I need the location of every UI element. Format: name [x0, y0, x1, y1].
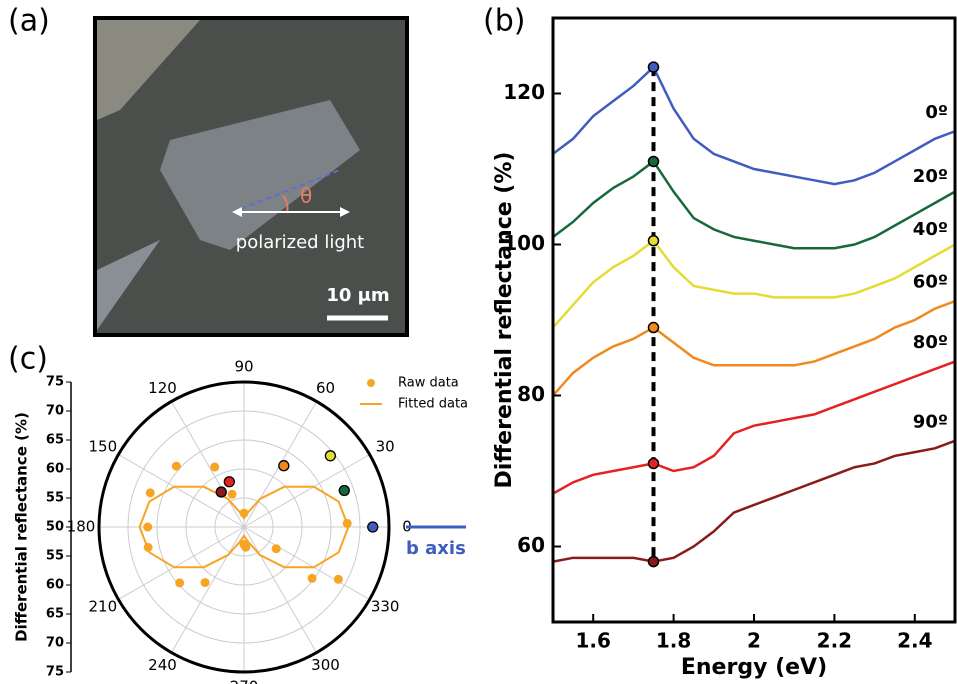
highlight-point [338, 484, 350, 497]
theta-tick-label: 60 [316, 379, 335, 397]
peak-marker [647, 321, 660, 334]
y-tick-label: 60 [517, 533, 545, 557]
theta-tick-label: 210 [89, 598, 118, 616]
spectrum-line [552, 439, 956, 563]
r-tick-label: 60 [46, 462, 64, 477]
theta-tick-label: 150 [89, 438, 118, 456]
spoke-grid [171, 401, 245, 528]
highlight-point [278, 460, 290, 472]
spectrum-line [552, 159, 956, 250]
fitted-curve [138, 485, 350, 569]
r-tick-label: 65 [46, 607, 64, 622]
b-axis-label: b axis [406, 538, 466, 559]
spoke-grid [243, 526, 370, 600]
spectrum-line [552, 299, 956, 397]
theta-tick-label: 30 [376, 438, 395, 456]
theta-tick-label: 240 [148, 656, 177, 674]
raw-point [171, 461, 181, 471]
peak-marker [647, 155, 660, 168]
arrow-head [232, 207, 242, 217]
r-tick-label: 65 [46, 433, 64, 448]
raw-point [175, 578, 185, 588]
polar-chart: 50 55 55 60 60 65 65 70 70 75 75 Differential refle… [13, 358, 469, 684]
raw-point [143, 522, 153, 532]
legend-label: 40º [913, 219, 948, 240]
r-tick-label: 55 [46, 491, 64, 506]
theta-tick-label: 90 [234, 358, 253, 376]
raw-point [307, 573, 317, 583]
r-axis-title: Differential reflectance (%) [13, 412, 31, 642]
scale-label: 10 μm [326, 285, 389, 306]
r-tick-label: 70 [46, 404, 64, 419]
legend-label: 90º [913, 411, 948, 432]
line-chart: 0º 20º 40º 60º 80º 90º 60 80 100 120 1.6 1.8 2 2.2 2.4… [492, 16, 957, 680]
highlight-point [215, 486, 227, 498]
highlight-point [324, 450, 337, 462]
r-tick-label: 75 [46, 375, 64, 390]
raw-point [333, 574, 343, 584]
r-tick-label: 60 [46, 578, 64, 593]
raw-point [145, 488, 155, 498]
spoke-grid [243, 454, 370, 528]
x-tick-label: 2.2 [817, 629, 852, 653]
legend-label: 0º [925, 102, 948, 123]
y-axis-title: Differential reflectance (%) [492, 152, 517, 489]
spectrum-line [552, 64, 956, 186]
r-tick-label: 70 [46, 636, 64, 651]
y-tick-label: 120 [503, 80, 545, 104]
spoke-grid [171, 526, 245, 653]
x-tick-label: 2 [747, 629, 761, 653]
spectrum-line [552, 238, 956, 329]
y-tick-label: 100 [503, 231, 545, 255]
theta-tick-label: 270 [230, 678, 259, 684]
micrograph: θ polarized light 10 μm [93, 16, 409, 337]
highlight-point [367, 521, 379, 533]
legend-label: Raw data [398, 376, 459, 391]
polar-frame [97, 380, 391, 674]
spectrum-line [552, 360, 956, 495]
annotation: polarized light [236, 232, 364, 253]
angle-label: θ [300, 184, 312, 208]
raw-point [210, 462, 220, 472]
theta-tick-label: 330 [371, 598, 400, 616]
peak-marker [647, 61, 660, 73]
spoke-grid [118, 454, 245, 528]
x-tick-label: 2.4 [897, 629, 932, 653]
spoke-grid [243, 526, 317, 653]
peak-marker [647, 555, 660, 568]
raw-point [241, 542, 251, 552]
highlight-point [223, 476, 235, 488]
peak-marker [647, 234, 660, 247]
raw-point [271, 544, 281, 554]
substrate-region [97, 20, 200, 120]
legend-dot [367, 379, 375, 387]
panel-label: (c) [8, 342, 48, 377]
y-tick-label: 80 [517, 382, 545, 406]
theta-tick-label: 180 [67, 518, 96, 536]
theta-tick-label: 300 [311, 656, 340, 674]
plot-frame [551, 16, 957, 624]
legend-label: 60º [913, 272, 948, 293]
r-tick-label: 75 [46, 665, 64, 680]
flake [160, 100, 360, 250]
arrow-head [340, 207, 350, 217]
theta-tick-label: 120 [148, 379, 177, 397]
raw-point [227, 489, 237, 499]
x-axis-title: Energy (eV) [681, 655, 827, 680]
spoke-grid [118, 526, 245, 600]
legend-label: 80º [913, 332, 948, 353]
x-tick-label: 1.8 [656, 629, 691, 653]
peak-marker [647, 457, 660, 470]
r-tick-label: 50 [46, 520, 64, 535]
substrate-region [97, 240, 160, 330]
x-tick-label: 1.6 [575, 629, 610, 653]
legend-label: Fitted data [398, 397, 468, 412]
raw-point [200, 578, 210, 588]
r-tick-label: 55 [46, 549, 64, 564]
panel-label: (b) [483, 4, 525, 39]
panel-label: (a) [8, 4, 50, 39]
b-axis-line [232, 169, 341, 213]
legend-label: 20º [913, 166, 948, 187]
